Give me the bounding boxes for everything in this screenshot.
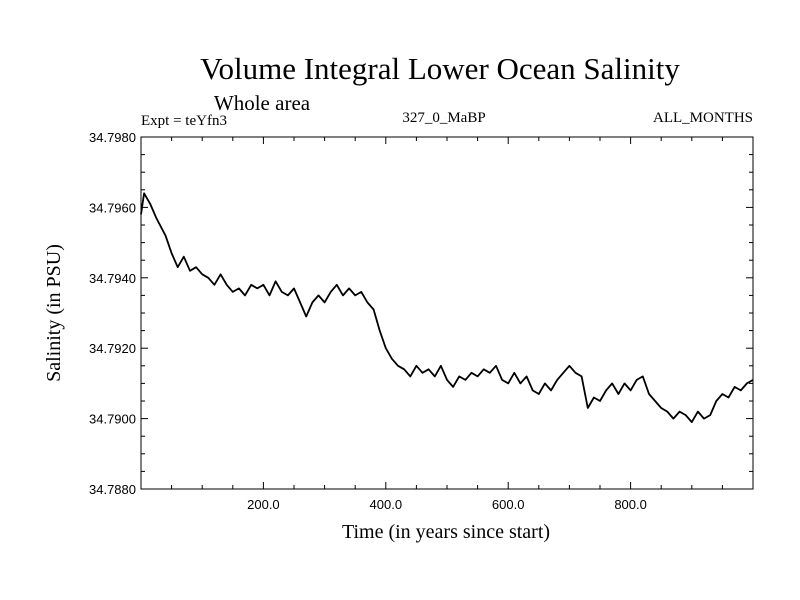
chart-title: Volume Integral Lower Ocean Salinity bbox=[200, 51, 680, 86]
x-tick-label: 400.0 bbox=[370, 497, 403, 512]
series-group bbox=[140, 192, 754, 424]
x-tick-label: 800.0 bbox=[614, 497, 647, 512]
y-tick-label: 34.7880 bbox=[89, 482, 136, 497]
run-label: 327_0_MaBP bbox=[402, 110, 485, 126]
chart-subtitle: Whole area bbox=[214, 91, 311, 115]
months-label: ALL_MONTHS bbox=[653, 110, 753, 126]
x-axis-label: Time (in years since start) bbox=[342, 521, 550, 543]
y-tick-label: 34.7900 bbox=[89, 412, 136, 427]
plot-frame bbox=[140, 136, 754, 490]
experiment-label: Expt = teYfn3 bbox=[141, 113, 227, 129]
y-tick-label: 34.7980 bbox=[89, 130, 136, 145]
x-tick-label: 600.0 bbox=[492, 497, 525, 512]
y-tick-label: 34.7940 bbox=[89, 271, 136, 286]
x-axis: 200.0 400.0 600.0 800.0 bbox=[171, 137, 723, 512]
y-axis: 34.7880 34.7900 34.7920 34.7940 34.7960 34.79… bbox=[89, 130, 753, 497]
series-line-salinity bbox=[140, 192, 754, 424]
y-tick-label: 34.7960 bbox=[89, 200, 136, 215]
y-tick-label: 34.7920 bbox=[89, 341, 136, 356]
y-axis-label: Salinity (in PSU) bbox=[43, 244, 65, 382]
x-tick-label: 200.0 bbox=[247, 497, 280, 512]
